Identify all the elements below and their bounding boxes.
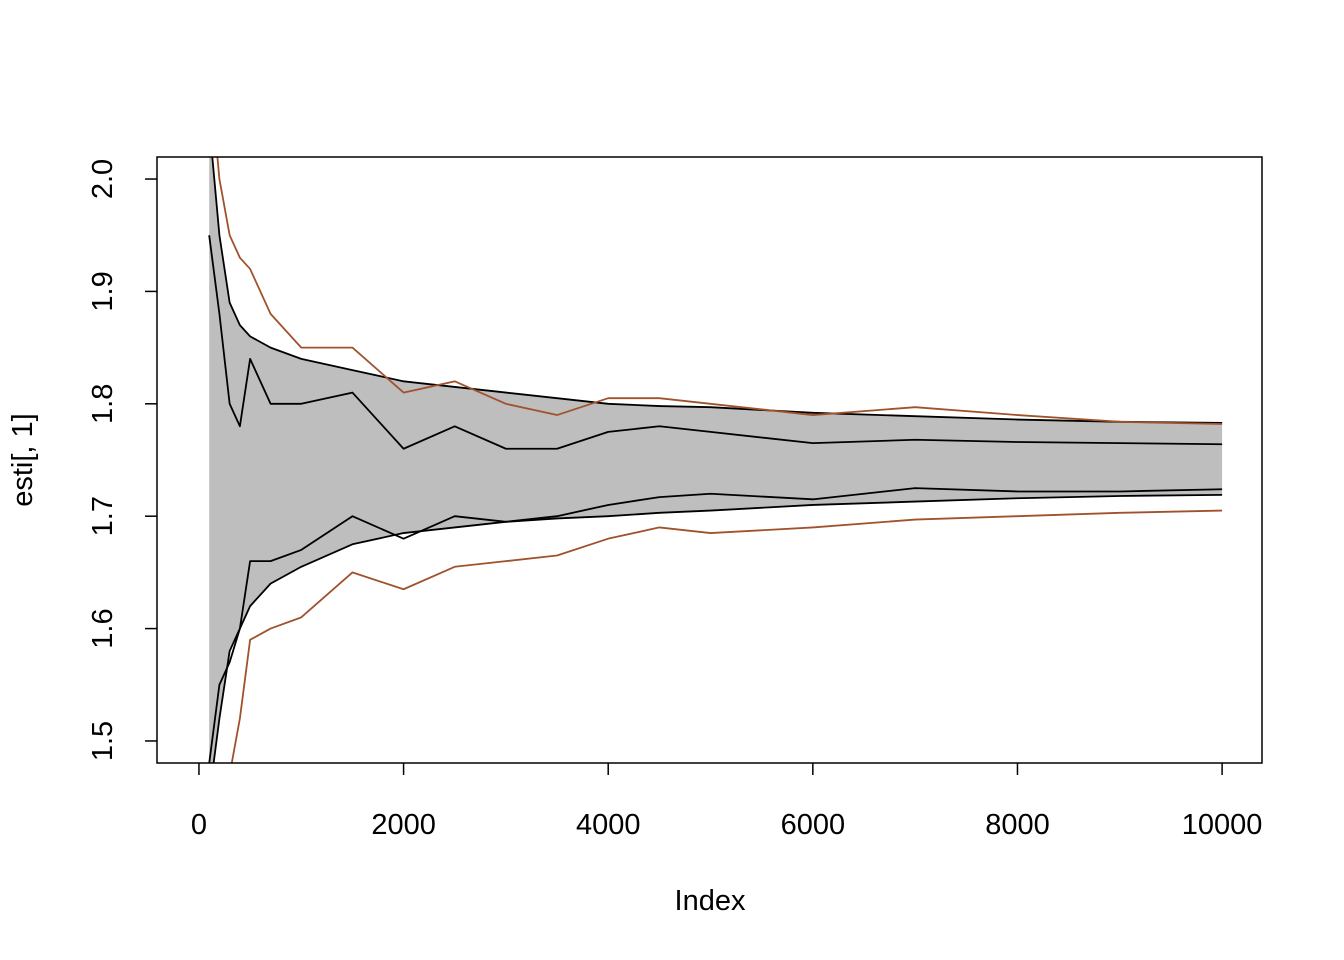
x-tick-label: 8000 [985,809,1050,841]
plot-frame [156,156,1263,764]
series-line [216,157,1223,425]
x-tick-label: 10000 [1182,809,1263,841]
y-tick-label: 2.0 [87,159,119,199]
series-line [208,235,1223,450]
y-axis-label: esti[, 1] [7,413,39,507]
x-tick-label: 2000 [371,809,436,841]
series-line [230,509,1223,763]
series-line [211,157,1223,424]
x-tick-label: 0 [191,809,207,841]
y-tick-label: 1.6 [87,608,119,648]
y-tick-label: 1.9 [87,271,119,311]
x-tick-label: 4000 [576,809,641,841]
x-axis-label: Index [675,885,746,917]
series-line [212,493,1223,763]
y-tick-label: 1.7 [87,496,119,536]
y-tick-label: 1.5 [87,721,119,761]
series-line [208,487,1223,763]
x-tick-label: 6000 [781,809,846,841]
plot-area [208,157,1223,763]
band [209,157,1223,763]
y-tick-label: 1.8 [87,384,119,424]
